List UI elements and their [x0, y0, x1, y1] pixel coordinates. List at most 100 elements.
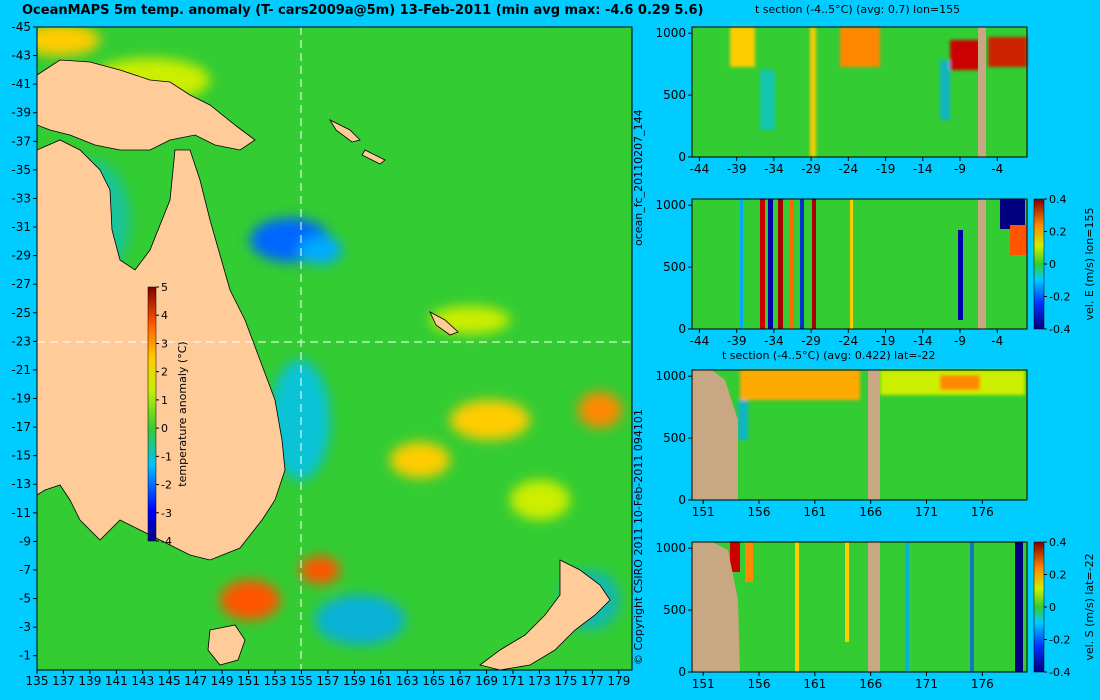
y-tick-label: -25	[11, 306, 31, 320]
y-tick-label: -37	[11, 134, 31, 148]
x-tick-label: 147	[184, 674, 207, 688]
x-tick-label: 141	[105, 674, 128, 688]
main-title: OceanMAPS 5m temp. anomaly (T- cars2009a…	[22, 3, 704, 18]
x-tick-label: 166	[859, 505, 882, 519]
colorbar-tick-label: -2	[161, 479, 172, 492]
x-tick-label: 143	[131, 674, 154, 688]
y-tick-label: -45	[11, 20, 31, 34]
y-tick-label: -5	[19, 592, 31, 606]
y-tick-label: 500	[663, 603, 686, 617]
x-tick-label: 135	[26, 674, 49, 688]
y-tick-label: -33	[11, 191, 31, 205]
new-zealand-land	[479, 559, 611, 670]
australia-land	[37, 139, 286, 561]
x-tick-label: 176	[971, 505, 994, 519]
y-tick-label: -43	[11, 49, 31, 63]
colorbar-tick-label: 0.2	[1049, 226, 1067, 239]
colorbar-tick-label: 2	[161, 366, 168, 379]
colorbar-tick-label: 1	[161, 394, 168, 407]
y-tick-label: 0	[678, 150, 686, 164]
colorbar-tick-label: -0.2	[1049, 634, 1070, 647]
x-tick-label: 166	[859, 677, 882, 691]
new-guinea-land	[37, 59, 256, 151]
colorbar-label: vel. E (m/s) lon=155	[1083, 208, 1096, 321]
colorbar-tick-label: -0.4	[1049, 666, 1070, 679]
y-tick-label: -21	[11, 363, 31, 377]
x-tick-label: 151	[692, 505, 715, 519]
y-tick-label: -35	[11, 163, 31, 177]
y-tick-label: 0	[678, 322, 686, 336]
section-2-colorbar	[1033, 198, 1045, 330]
new-caledonia-land	[429, 311, 459, 336]
colorbar-tick-label: 0.4	[1049, 536, 1067, 549]
x-tick-label: 171	[915, 677, 938, 691]
x-tick-label: 156	[748, 505, 771, 519]
section-1-title: t section (-4..5°C) (avg: 0.7) lon=155	[755, 3, 961, 16]
x-tick-label: -19	[876, 162, 896, 176]
x-tick-label: -44	[690, 162, 710, 176]
x-tick-label: -14	[913, 334, 933, 348]
colorbar-tick-label: -3	[161, 507, 172, 520]
x-tick-label: 161	[803, 505, 826, 519]
map-frame	[36, 26, 633, 671]
x-tick-label: -19	[876, 334, 896, 348]
section-4-panel	[691, 541, 1045, 673]
y-tick-label: -7	[19, 563, 31, 577]
colorbar-tick-label: 5	[161, 281, 168, 294]
colorbar-tick-label: -0.4	[1049, 323, 1070, 336]
x-tick-label: 169	[475, 674, 498, 688]
colorbar-tick-label: 4	[161, 309, 168, 322]
section-1-panel	[691, 26, 1028, 158]
x-tick-label: 161	[369, 674, 392, 688]
x-tick-label: 159	[343, 674, 366, 688]
y-tick-label: 0	[678, 665, 686, 679]
y-tick-label: -19	[11, 392, 31, 406]
x-tick-label: 151	[692, 677, 715, 691]
y-tick-label: -27	[11, 277, 31, 291]
section-2-panel	[691, 198, 1045, 330]
x-tick-label: -9	[954, 162, 966, 176]
y-tick-label: -29	[11, 249, 31, 263]
x-tick-label: 173	[528, 674, 551, 688]
x-tick-label: 179	[607, 674, 630, 688]
x-tick-label: -4	[991, 162, 1003, 176]
colorbar-tick-label: 0.2	[1049, 569, 1067, 582]
y-tick-label: 500	[663, 431, 686, 445]
x-tick-label: -34	[764, 162, 784, 176]
colorbar-tick-label: 0	[1049, 258, 1056, 271]
x-tick-label: 155	[290, 674, 313, 688]
x-tick-label: -29	[801, 334, 821, 348]
x-tick-label: 149	[211, 674, 234, 688]
x-tick-label: -34	[764, 334, 784, 348]
x-tick-label: 153	[264, 674, 287, 688]
y-tick-label: -3	[19, 620, 31, 634]
x-tick-label: 156	[748, 677, 771, 691]
x-tick-label: 157	[316, 674, 339, 688]
x-tick-label: 139	[78, 674, 101, 688]
section-4-colorbar	[1033, 541, 1045, 673]
y-tick-label: -39	[11, 106, 31, 120]
section-3-panel	[691, 369, 1028, 501]
y-tick-label: 1000	[655, 369, 686, 383]
x-tick-label: -24	[839, 162, 859, 176]
x-tick-label: 171	[915, 505, 938, 519]
colorbar-tick-label: 0	[1049, 601, 1056, 614]
y-tick-label: 1000	[655, 541, 686, 555]
y-tick-label: -13	[11, 477, 31, 491]
x-tick-label: -39	[727, 162, 747, 176]
x-tick-label: 165	[422, 674, 445, 688]
colorbar-tick-label: -0.2	[1049, 291, 1070, 304]
x-tick-label: 177	[581, 674, 604, 688]
y-tick-label: 1000	[655, 198, 686, 212]
y-tick-label: -41	[11, 77, 31, 91]
y-tick-label: 1000	[655, 26, 686, 40]
y-tick-label: -17	[11, 420, 31, 434]
colorbar-tick-label: 0	[161, 422, 168, 435]
colorbar-label: temperature anomaly (°C)	[176, 341, 189, 486]
y-tick-label: -31	[11, 220, 31, 234]
colorbar-tick-label: -1	[161, 450, 172, 463]
x-tick-label: 176	[971, 677, 994, 691]
map-land	[37, 59, 611, 670]
y-tick-label: -23	[11, 334, 31, 348]
